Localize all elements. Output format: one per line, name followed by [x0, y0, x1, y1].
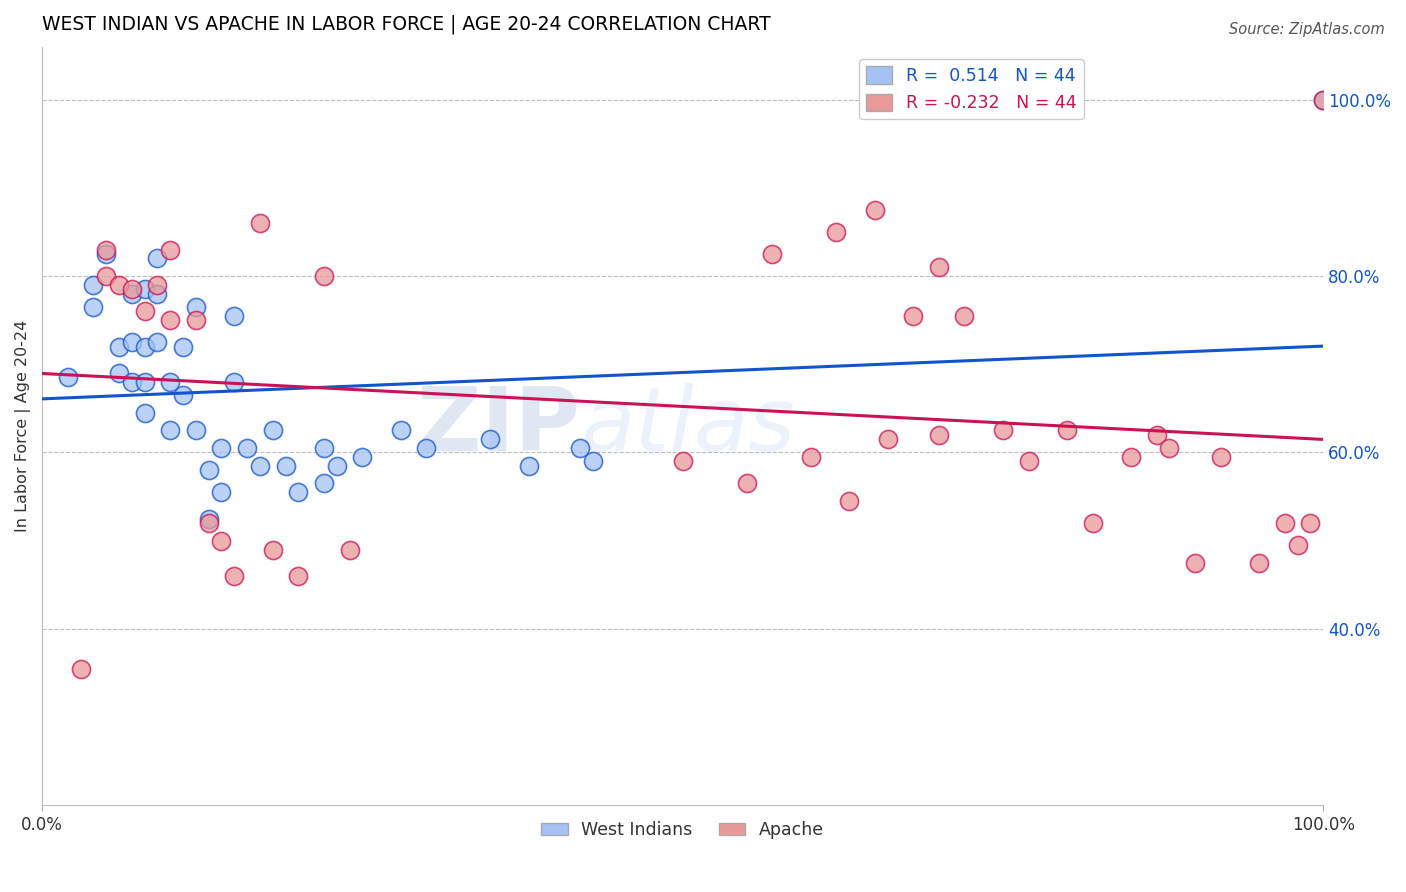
Point: [800, 450, 823, 464]
Point: [56, 370, 79, 384]
Point: [121, 375, 143, 389]
Point: [262, 542, 284, 557]
Point: [134, 406, 156, 420]
Point: [211, 441, 233, 455]
Point: [1286, 538, 1309, 552]
Point: [197, 511, 219, 525]
Point: [582, 454, 605, 468]
Point: [1119, 450, 1142, 464]
Point: [211, 485, 233, 500]
Point: [415, 441, 437, 455]
Point: [1159, 441, 1181, 455]
Point: [96, 268, 118, 283]
Point: [1184, 556, 1206, 570]
Point: [672, 454, 695, 468]
Point: [863, 202, 886, 217]
Point: [159, 243, 181, 257]
Point: [479, 432, 502, 446]
Point: [108, 366, 131, 380]
Point: [82, 300, 104, 314]
Point: [108, 277, 131, 292]
Point: [1274, 516, 1296, 530]
Point: [96, 247, 118, 261]
Point: [159, 375, 181, 389]
Point: [172, 340, 194, 354]
Point: [838, 494, 860, 508]
Point: [274, 458, 297, 473]
Point: [1312, 93, 1334, 107]
Point: [928, 427, 950, 442]
Point: [224, 569, 246, 583]
Point: [312, 476, 335, 491]
Point: [134, 340, 156, 354]
Point: [1312, 93, 1334, 107]
Point: [326, 458, 349, 473]
Point: [211, 533, 233, 548]
Point: [82, 277, 104, 292]
Point: [928, 260, 950, 275]
Point: [108, 340, 131, 354]
Point: [146, 277, 169, 292]
Point: [236, 441, 259, 455]
Point: [312, 441, 335, 455]
Point: [184, 424, 207, 438]
Point: [287, 569, 309, 583]
Text: WEST INDIAN VS APACHE IN LABOR FORCE | AGE 20-24 CORRELATION CHART: WEST INDIAN VS APACHE IN LABOR FORCE | A…: [42, 15, 770, 35]
Point: [517, 458, 540, 473]
Point: [339, 542, 361, 557]
Point: [96, 243, 118, 257]
Point: [121, 286, 143, 301]
Text: Source: ZipAtlas.com: Source: ZipAtlas.com: [1229, 22, 1385, 37]
Point: [1209, 450, 1232, 464]
Point: [172, 388, 194, 402]
Point: [1081, 516, 1104, 530]
Point: [1299, 516, 1322, 530]
Point: [953, 309, 976, 323]
Point: [249, 458, 271, 473]
Point: [991, 424, 1014, 438]
Point: [1146, 427, 1168, 442]
Point: [761, 247, 783, 261]
Point: [903, 309, 925, 323]
Y-axis label: In Labor Force | Age 20-24: In Labor Force | Age 20-24: [15, 320, 31, 533]
Point: [146, 286, 169, 301]
Point: [569, 441, 592, 455]
Point: [876, 432, 898, 446]
Point: [134, 304, 156, 318]
Point: [224, 375, 246, 389]
Point: [1249, 556, 1271, 570]
Point: [146, 335, 169, 350]
Point: [389, 424, 412, 438]
Point: [825, 225, 848, 239]
Point: [184, 313, 207, 327]
Point: [262, 424, 284, 438]
Point: [312, 268, 335, 283]
Point: [224, 309, 246, 323]
Point: [121, 282, 143, 296]
Text: atlas: atlas: [581, 383, 794, 469]
Point: [197, 463, 219, 477]
Point: [1018, 454, 1040, 468]
Point: [352, 450, 374, 464]
Point: [184, 300, 207, 314]
Point: [249, 216, 271, 230]
Point: [134, 282, 156, 296]
Legend: West Indians, Apache: West Indians, Apache: [534, 814, 831, 846]
Point: [159, 313, 181, 327]
Point: [134, 375, 156, 389]
Point: [287, 485, 309, 500]
Point: [146, 252, 169, 266]
Point: [735, 476, 758, 491]
Point: [1056, 424, 1078, 438]
Text: ZIP: ZIP: [418, 383, 581, 469]
Point: [121, 335, 143, 350]
Point: [159, 424, 181, 438]
Point: [69, 662, 91, 676]
Point: [197, 516, 219, 530]
